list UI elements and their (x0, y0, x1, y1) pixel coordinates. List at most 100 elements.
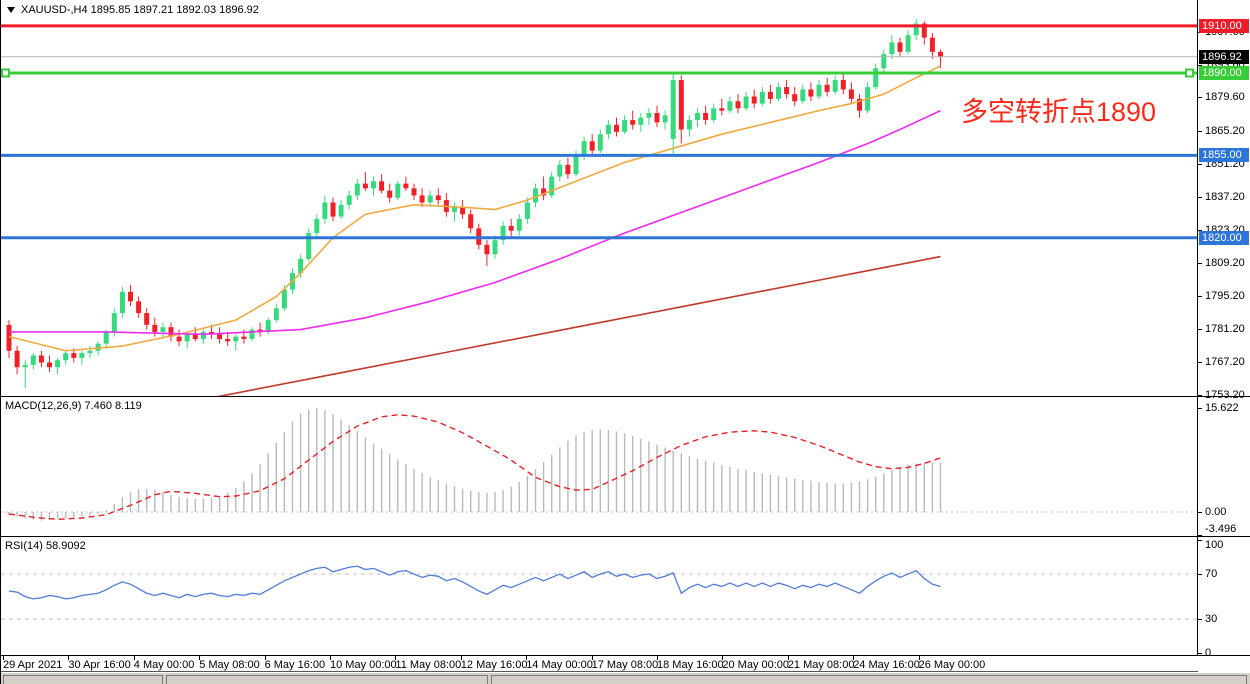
price-axis-label: 1879.60 (1205, 91, 1245, 104)
time-axis-label: 18 May 16:00 (657, 659, 724, 671)
rsi-axis-label: 70 (1205, 568, 1218, 581)
candle-body (346, 195, 352, 205)
price-badge-1910.00: 1910.00 (1199, 18, 1249, 33)
candle-body (686, 120, 692, 130)
candle-body (678, 80, 684, 130)
candle-body (573, 155, 579, 175)
chart-dropdown-icon[interactable] (7, 7, 15, 13)
candle-body (47, 362, 52, 368)
candle-body (192, 334, 198, 339)
axis-tick (1198, 653, 1202, 654)
time-axis-label: 12 May 16:00 (460, 659, 528, 671)
price-badge-1855.00: 1855.00 (1199, 148, 1249, 163)
candle-body (55, 360, 61, 368)
candle-body (897, 42, 903, 52)
candle-body (362, 183, 368, 189)
candle-body (816, 84, 822, 97)
time-axis-label: 30 Apr 16:00 (68, 659, 131, 671)
price-axis-label: 1767.20 (1205, 356, 1245, 369)
candle-body (508, 225, 514, 231)
candle-body (662, 115, 668, 123)
axis-tick (1198, 164, 1202, 166)
price-badge-1896.92: 1896.92 (1199, 49, 1249, 64)
candle-body (711, 108, 717, 121)
macd-signal-line (8, 414, 941, 521)
candle-body (87, 350, 93, 354)
time-axis[interactable]: 29 Apr 2021 30 Apr 16:00 4 May 00:00 5 May … (1, 656, 1250, 672)
candle-body (395, 183, 401, 198)
candle-body (63, 353, 69, 361)
candle-body (873, 68, 879, 88)
axis-tick (1198, 97, 1202, 99)
time-axis-label: 4 May 00:00 (133, 659, 195, 671)
candle-body (597, 134, 603, 151)
candle-body (638, 117, 644, 125)
candlestick-chart[interactable] (1, 0, 1197, 397)
candle-body (298, 258, 304, 274)
candle-body (614, 124, 619, 132)
time-axis-tick (264, 656, 266, 660)
candle-body (249, 329, 255, 339)
macd-chart[interactable] (1, 397, 1197, 536)
candle-body (225, 338, 231, 342)
rsi-axis-label: 100 (1205, 539, 1224, 551)
macd-axis-label: 15.622 (1205, 402, 1239, 414)
candle-body (103, 331, 109, 344)
chart-title-text: XAUUSD-,H4 1895.85 1897.21 1892.03 1896.… (21, 4, 259, 16)
hline-handle[interactable] (1185, 68, 1194, 78)
candle-body (468, 214, 474, 229)
time-axis-tick (68, 656, 70, 660)
candle-body (735, 101, 741, 109)
price-axis-border (1197, 0, 1198, 656)
candle-body (565, 164, 571, 175)
time-axis-label: 21 May 08:00 (787, 659, 855, 671)
taskbar-tab[interactable] (491, 675, 1247, 684)
candle-body (6, 324, 12, 351)
candle-body (913, 23, 919, 36)
candle-body (354, 183, 360, 196)
candle-body (848, 89, 854, 99)
axis-tick (1198, 329, 1202, 331)
hline-handle[interactable] (1, 68, 10, 78)
panel-separator[interactable] (1, 536, 1250, 537)
candle-body (128, 291, 133, 302)
time-axis-label: 29 Apr 2021 (3, 659, 63, 671)
candle-body (330, 202, 336, 217)
candle-body (30, 355, 36, 365)
time-axis-tick (330, 656, 331, 660)
candle-body (281, 289, 287, 309)
time-axis-label: 17 May 08:00 (591, 659, 659, 671)
price-axis-label: 1837.20 (1205, 191, 1245, 204)
rsi-panel[interactable]: RSI(14) 58.9092 (1, 537, 1197, 655)
time-axis-tick (657, 656, 658, 660)
axis-tick (1198, 540, 1202, 542)
rsi-line (8, 565, 941, 600)
price-axis[interactable]: 1907.601893.601879.601865.201851.201837.… (1198, 0, 1250, 672)
rsi-chart[interactable] (1, 537, 1197, 655)
candle-body (460, 207, 466, 215)
candle-body (889, 42, 895, 55)
panel-separator[interactable] (1, 396, 1250, 397)
macd-panel[interactable]: MACD(12,26,9) 7.460 8.119 (1, 397, 1197, 536)
candle-body (516, 218, 522, 231)
candle-body (79, 353, 85, 358)
axis-tick (1198, 197, 1202, 199)
chart-annotation[interactable]: 多空转折点1890 (961, 97, 1157, 127)
candle-body (767, 91, 773, 99)
candle-body (881, 54, 887, 69)
axis-tick (1198, 574, 1202, 576)
candle-body (695, 112, 700, 121)
candle-body (387, 190, 393, 198)
taskbar-tab[interactable] (3, 675, 163, 684)
candle-body (808, 89, 814, 97)
price-axis-label: 1809.20 (1205, 257, 1245, 270)
candle-body (419, 195, 425, 203)
price-axis-label: 1781.20 (1205, 323, 1245, 336)
candle-body (492, 240, 498, 255)
price-badge-1820.00: 1820.00 (1199, 230, 1249, 245)
time-axis-tick (3, 656, 4, 660)
taskbar-tab[interactable] (166, 675, 488, 684)
time-axis-tick (787, 656, 789, 660)
main-chart-panel[interactable]: XAUUSD-,H4 1895.85 1897.21 1892.03 1896.… (1, 0, 1197, 397)
candle-body (581, 141, 587, 156)
